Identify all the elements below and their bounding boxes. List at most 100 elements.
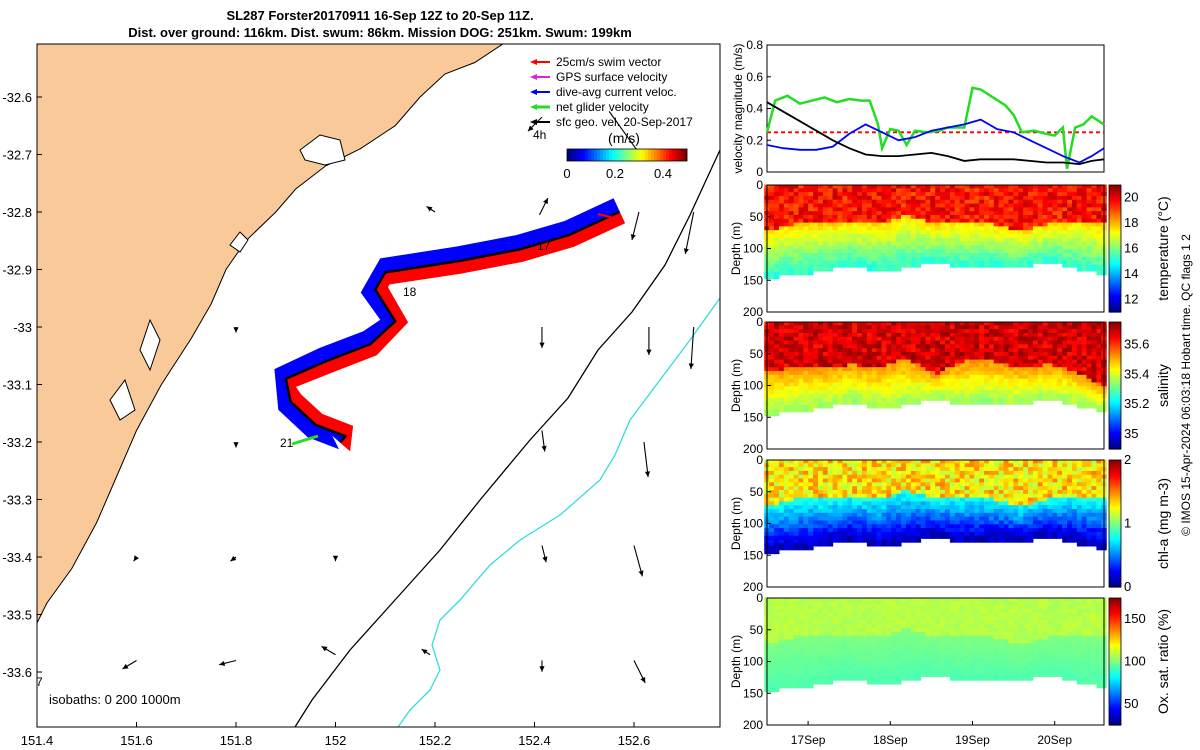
section-cell	[881, 207, 887, 215]
section-cell	[1081, 226, 1088, 234]
section-cell	[1071, 516, 1078, 524]
section-cell	[803, 268, 809, 276]
section-cell	[881, 501, 887, 509]
section-cell	[866, 192, 873, 200]
map-ytick-label-1: -32.7	[2, 148, 32, 163]
section-cell	[827, 340, 834, 348]
section-cell	[993, 390, 1000, 398]
section-cell	[1076, 348, 1083, 356]
section-cell	[1062, 256, 1068, 264]
section-cell	[935, 348, 941, 356]
section-cell	[793, 184, 800, 192]
section-cell	[793, 489, 800, 497]
section-cell	[945, 256, 951, 264]
section-cell	[1052, 367, 1058, 375]
section-cell	[901, 470, 907, 478]
section-cell	[881, 344, 887, 352]
section-cell	[979, 260, 985, 268]
section-cell	[984, 528, 990, 536]
section-cell	[935, 470, 941, 478]
section-cell	[886, 539, 892, 547]
section-cell	[1028, 501, 1034, 509]
section-cell	[891, 241, 897, 249]
section-cell	[871, 470, 878, 478]
section-cell	[940, 374, 946, 382]
section-cell	[832, 531, 839, 539]
section-cell	[940, 505, 946, 513]
section-cell	[847, 211, 853, 219]
section-cell	[1052, 374, 1058, 382]
section-cbar-tick-2: 35.4	[1124, 366, 1149, 381]
section-cell	[1057, 207, 1063, 215]
section-cell	[778, 520, 785, 528]
section-cell	[852, 489, 858, 497]
section-colorbar-cell	[1109, 406, 1121, 410]
section-cell	[1003, 218, 1010, 226]
section-cell	[866, 245, 873, 253]
section-cell	[1023, 253, 1029, 261]
section-cell	[925, 241, 931, 249]
section-cell	[1013, 374, 1019, 382]
section-cell	[857, 374, 863, 382]
section-cell	[1003, 516, 1010, 524]
section-cell	[1028, 520, 1034, 528]
section-cell	[827, 386, 834, 394]
lake-1	[229, 231, 249, 253]
map-ytick-label-10: -33.6	[2, 665, 32, 680]
section-cell	[881, 329, 887, 337]
section-cell	[813, 237, 819, 245]
section-cell	[837, 371, 843, 379]
section-cell	[930, 478, 936, 486]
section-colorbar-cell	[1109, 286, 1121, 290]
section-cell	[837, 390, 843, 398]
section-colorbar-cell	[1109, 199, 1121, 203]
section-cell	[974, 497, 980, 505]
section-cell	[910, 470, 917, 478]
section-cell	[822, 264, 829, 272]
section-cell	[774, 207, 780, 215]
section-cell	[925, 199, 931, 207]
section-cell	[827, 195, 834, 203]
section-cell	[935, 467, 941, 475]
section-cell	[1081, 218, 1088, 226]
section-cell	[974, 234, 980, 242]
section-cell	[1013, 535, 1019, 543]
section-cell	[964, 222, 970, 230]
section-cell	[813, 509, 819, 517]
section-cell	[827, 497, 834, 505]
section-cell	[998, 520, 1005, 528]
section-cell	[920, 512, 926, 520]
section-cell	[778, 509, 785, 517]
section-cell	[1003, 351, 1010, 359]
section-cell	[857, 470, 863, 478]
section-cell	[852, 249, 858, 257]
section-cell	[1071, 199, 1078, 207]
section-cell	[896, 467, 902, 475]
section-cell	[925, 459, 931, 467]
section-cell	[857, 192, 863, 200]
section-cell	[1028, 226, 1034, 234]
section-cell	[925, 482, 931, 490]
section-cell	[1023, 459, 1029, 467]
section-cell	[1062, 222, 1068, 230]
section-cell	[832, 524, 839, 532]
section-cell	[964, 474, 970, 482]
section-cell	[769, 260, 775, 268]
section-cell	[1018, 459, 1024, 467]
section-cell	[788, 249, 795, 257]
section-cell	[837, 463, 843, 471]
section-cell	[1096, 497, 1102, 505]
section-cell	[940, 474, 946, 482]
section-cell	[769, 409, 775, 417]
section-cell	[998, 218, 1005, 226]
geo-vector-7	[690, 326, 695, 370]
section-cell	[940, 371, 946, 379]
section-cell	[822, 509, 829, 517]
section-cell	[905, 203, 912, 211]
section-cell	[827, 321, 834, 329]
section-cell	[1047, 493, 1053, 501]
section-cell	[901, 188, 907, 196]
section-cell	[774, 241, 780, 249]
section-cell	[881, 226, 887, 234]
section-colorbar-cell	[1109, 214, 1121, 218]
